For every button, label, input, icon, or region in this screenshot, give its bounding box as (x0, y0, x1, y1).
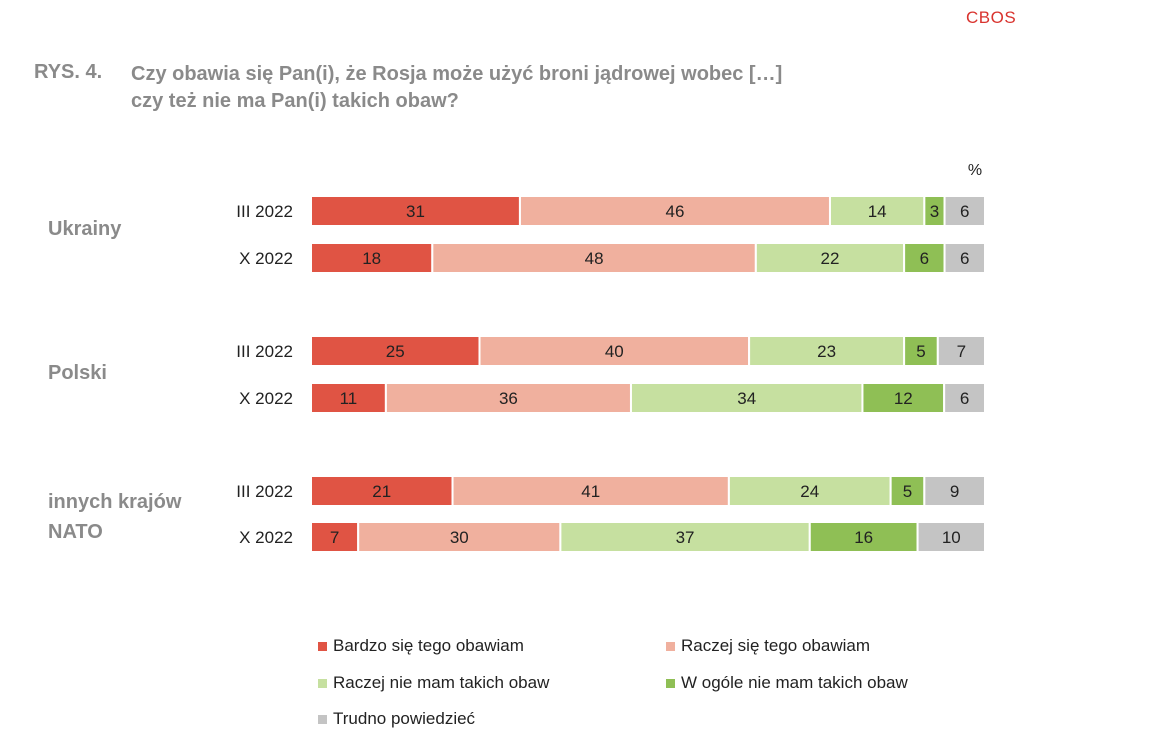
data-label: 7 (330, 528, 339, 547)
row-label: III 2022 (236, 202, 293, 221)
bar-segment (754, 242, 906, 274)
data-label: 34 (737, 389, 756, 408)
data-label: 10 (942, 528, 961, 547)
group-label: Ukrainy (48, 218, 122, 240)
data-label: 6 (960, 389, 969, 408)
bar-segment (943, 242, 986, 274)
legend-item: W ogóle nie mam takich obaw (666, 673, 908, 693)
unit-label: % (968, 162, 982, 179)
group-label: NATO (48, 521, 103, 543)
bar-segment (828, 195, 926, 227)
bar-segment (808, 521, 919, 553)
bar-segment (861, 382, 946, 414)
data-label: 7 (957, 342, 966, 361)
legend-label: Raczej się tego obawiam (681, 636, 870, 655)
data-label: 24 (800, 482, 819, 501)
bar-segment (384, 382, 632, 414)
legend-swatch (318, 641, 327, 651)
chart-title-line-1: Czy obawia się Pan(i), że Rosja może uży… (131, 63, 783, 85)
row-label: III 2022 (236, 482, 293, 501)
data-label: 5 (916, 342, 925, 361)
legend-swatch (666, 678, 675, 688)
data-label: 36 (499, 389, 518, 408)
chart-title-line-2: czy też nie ma Pan(i) takich obaw? (131, 90, 459, 112)
bar-segment (629, 382, 864, 414)
bar-segment (518, 195, 831, 227)
data-label: 46 (665, 202, 684, 221)
data-label: 30 (450, 528, 469, 547)
data-label: 11 (340, 389, 358, 408)
bar-segment (559, 521, 811, 553)
bar-segment (748, 335, 906, 367)
bar-segment (451, 475, 730, 507)
row-label: X 2022 (239, 528, 293, 547)
legend-label: W ogóle nie mam takich obaw (681, 673, 908, 692)
legend-label: Bardzo się tego obawiam (333, 636, 524, 655)
data-label: 6 (920, 249, 929, 268)
bar-segment (936, 335, 987, 367)
group-label: Polski (48, 362, 107, 384)
data-label: 25 (386, 342, 405, 361)
data-label: 37 (676, 528, 695, 547)
legend-swatch (666, 641, 675, 651)
data-label: 3 (930, 202, 939, 221)
data-label: 21 (372, 482, 391, 501)
bar-segment (310, 382, 387, 414)
row-label: III 2022 (236, 342, 293, 361)
legend-item: Trudno powiedzieć (318, 709, 475, 729)
data-label: 6 (960, 202, 969, 221)
bar-segment (943, 195, 986, 227)
legend-item: Raczej nie mam takich obaw (318, 673, 549, 693)
data-label: 5 (903, 482, 912, 501)
data-label: 18 (362, 249, 381, 268)
data-label: 48 (585, 249, 604, 268)
legend-swatch (318, 714, 327, 724)
data-label: 6 (960, 249, 969, 268)
data-label: 9 (950, 482, 959, 501)
data-label: 12 (894, 389, 913, 408)
bar-segment (923, 475, 987, 507)
data-label: 23 (817, 342, 836, 361)
source-label: CBOS (966, 8, 1017, 27)
row-label: X 2022 (239, 249, 293, 268)
legend-swatch (318, 678, 327, 688)
data-label: 41 (581, 482, 600, 501)
bar-segment (903, 335, 939, 367)
figure-number: RYS. 4. (34, 61, 103, 83)
legend-item: Raczej się tego obawiam (666, 636, 870, 656)
data-label: 40 (605, 342, 624, 361)
data-label: 22 (821, 249, 840, 268)
row-label: X 2022 (239, 389, 293, 408)
legend-label: Raczej nie mam takich obaw (333, 673, 550, 692)
data-label: 14 (868, 202, 887, 221)
legend-label: Trudno powiedzieć (333, 709, 476, 728)
bar-segment (357, 521, 562, 553)
data-label: 31 (406, 202, 425, 221)
chart-title: Czy obawia się Pan(i), że Rosja może uży… (131, 61, 951, 115)
bar-segment (478, 335, 751, 367)
group-label: innych krajów (48, 491, 182, 513)
bar-segment (943, 382, 986, 414)
legend-item: Bardzo się tego obawiam (318, 636, 524, 656)
data-label: 16 (854, 528, 873, 547)
bar-segment (916, 521, 986, 553)
